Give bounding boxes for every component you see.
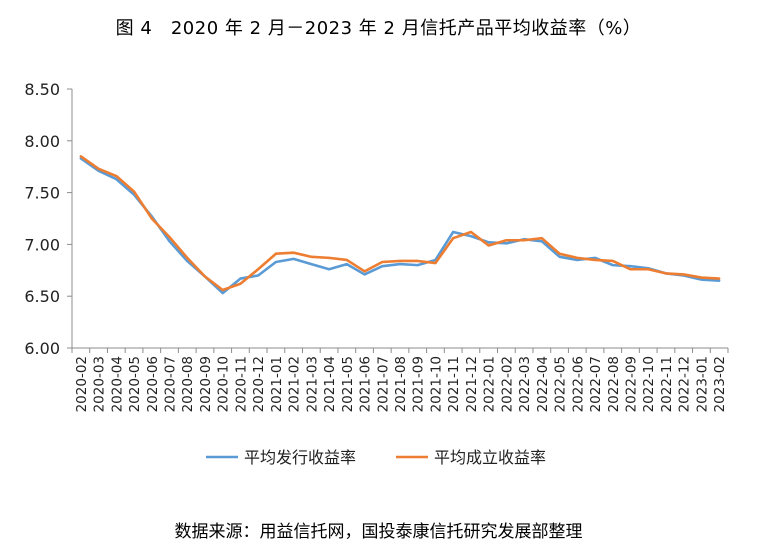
x-tick-label: 2020-12 (251, 356, 267, 412)
legend-label-1: 平均成立收益率 (434, 448, 546, 467)
x-tick-label: 2022-08 (606, 356, 622, 412)
x-tick-label: 2022-12 (677, 356, 693, 412)
x-tick-label: 2022-06 (570, 356, 586, 412)
x-tick-label: 2021-03 (304, 356, 320, 412)
x-tick-label: 2021-02 (287, 356, 303, 412)
chart-source-note: 数据来源：用益信托网，国投泰康信托研究发展部整理 (174, 522, 583, 542)
x-tick-label: 2020-04 (109, 356, 125, 412)
x-tick-label: 2022-11 (659, 356, 675, 412)
x-tick-label: 2023-02 (712, 356, 728, 412)
x-tick-label: 2021-06 (358, 356, 374, 412)
x-tick-label: 2020-07 (163, 356, 179, 412)
x-tick-label: 2021-05 (340, 356, 356, 412)
x-tick-label: 2022-05 (553, 356, 569, 412)
y-tick-label: 6.00 (24, 339, 60, 358)
x-tick-label: 2021-04 (322, 356, 338, 412)
x-tick-label: 2020-03 (92, 356, 108, 412)
x-tick-label: 2021-12 (464, 356, 480, 412)
x-tick-label: 2021-11 (446, 356, 462, 412)
y-tick-label: 8.00 (24, 132, 60, 151)
chart-title: 图 4 2020 年 2 月－2023 年 2 月信托产品平均收益率（%） (115, 18, 642, 39)
series-line-0 (79, 157, 721, 295)
x-tick-label: 2020-05 (127, 356, 143, 412)
y-tick-label: 7.00 (24, 235, 60, 254)
x-tick-label: 2022-04 (535, 356, 551, 412)
y-tick-label: 8.50 (24, 80, 60, 99)
x-tick-label: 2022-03 (517, 356, 533, 412)
x-tick-label: 2022-10 (641, 356, 657, 412)
x-axis: 2020-02 2020-03 2020-04 2020-05 2020-06 2020-… (71, 347, 729, 412)
legend-label-0: 平均发行收益率 (244, 448, 356, 467)
x-tick-label: 2020-11 (233, 356, 249, 412)
x-tick-label: 2023-01 (694, 356, 710, 412)
x-tick-label: 2020-10 (216, 356, 232, 412)
x-tick-label: 2021-10 (428, 356, 444, 412)
y-tick-label: 7.50 (24, 184, 60, 203)
x-tick-label: 2022-01 (482, 356, 498, 412)
x-tick-label: 2020-08 (180, 356, 196, 412)
x-tick-label: 2021-09 (411, 356, 427, 412)
x-tick-label: 2020-09 (198, 356, 214, 412)
x-tick-label: 2021-01 (269, 356, 285, 412)
x-tick-label: 2022-09 (623, 356, 639, 412)
series-lines (79, 155, 721, 295)
x-tick-label: 2021-07 (375, 356, 391, 412)
y-axis: 6.00 6.50 7.00 7.50 8.00 8.50 (24, 80, 73, 358)
series-line-1 (79, 155, 721, 292)
x-tick-label: 2021-08 (393, 356, 409, 412)
legend: 平均发行收益率 平均成立收益率 (206, 448, 546, 467)
x-tick-label: 2020-06 (145, 356, 161, 412)
x-tick-label: 2020-02 (74, 356, 90, 412)
y-tick-label: 6.50 (24, 287, 60, 306)
x-tick-label: 2022-07 (588, 356, 604, 412)
x-tick-label: 2022-02 (499, 356, 515, 412)
